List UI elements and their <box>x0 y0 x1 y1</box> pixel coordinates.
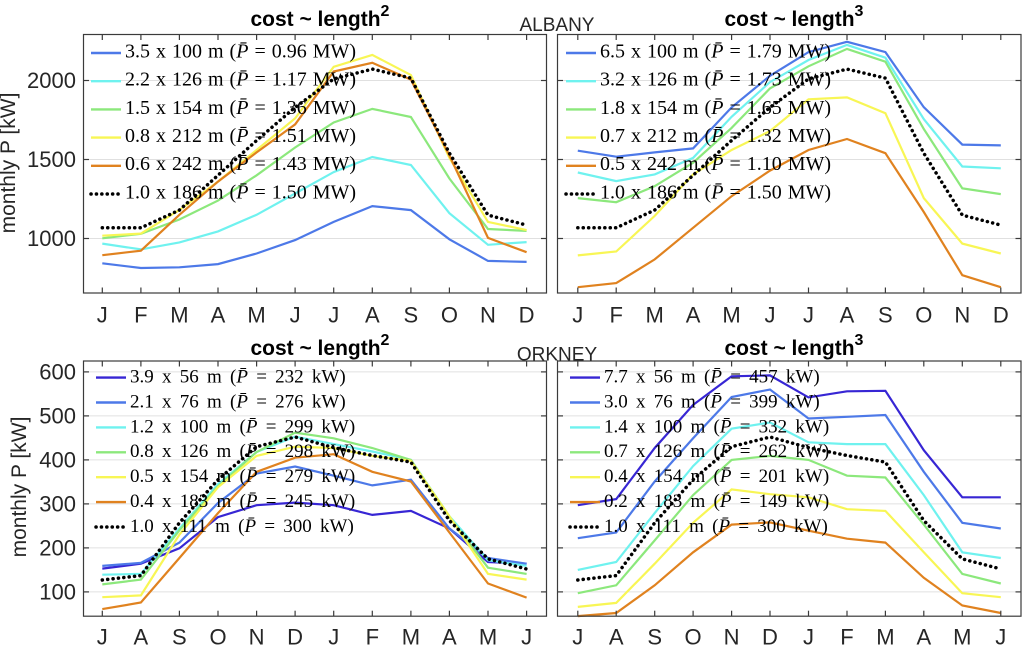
svg-text:J: J <box>328 303 339 328</box>
svg-text:monthly P [kW]: monthly P [kW] <box>8 417 31 558</box>
svg-text:M: M <box>247 303 265 328</box>
svg-text:cost ~ length: cost ~ length <box>724 337 854 360</box>
svg-text:A: A <box>916 625 931 650</box>
svg-text:J: J <box>803 303 814 328</box>
svg-text:0.6 x 242 m (P̄ = 1.43 MW): 0.6 x 242 m (P̄ = 1.43 MW) <box>125 153 356 175</box>
svg-text:A: A <box>686 303 701 328</box>
svg-text:1.5 x 154 m (P̄ = 1.36 MW): 1.5 x 154 m (P̄ = 1.36 MW) <box>125 97 356 119</box>
svg-text:S: S <box>404 303 419 328</box>
svg-text:3.5 x 100 m (P̄ = 0.96 MW): 3.5 x 100 m (P̄ = 0.96 MW) <box>125 40 356 62</box>
svg-text:0.8 x 212 m (P̄ = 1.51 MW): 0.8 x 212 m (P̄ = 1.51 MW) <box>125 125 356 147</box>
svg-text:O: O <box>915 303 932 328</box>
svg-text:D: D <box>519 303 535 328</box>
svg-text:1.4 x 100 m (P̄ = 332 kW): 1.4 x 100 m (P̄ = 332 kW) <box>604 416 829 437</box>
svg-text:A: A <box>609 625 624 650</box>
svg-text:0.8 x 126 m (P̄ = 298 kW): 0.8 x 126 m (P̄ = 298 kW) <box>130 441 355 462</box>
svg-text:2.2 x 126 m (P̄ = 1.17 MW): 2.2 x 126 m (P̄ = 1.17 MW) <box>125 69 356 91</box>
svg-text:O: O <box>441 303 458 328</box>
svg-text:A: A <box>840 303 855 328</box>
svg-text:M: M <box>722 303 740 328</box>
svg-text:F: F <box>134 303 147 328</box>
svg-text:ALBANY: ALBANY <box>520 15 595 36</box>
svg-text:S: S <box>647 625 662 650</box>
svg-text:100: 100 <box>39 579 76 604</box>
svg-text:M: M <box>402 625 420 650</box>
svg-text:0.7 x 126 m (P̄ = 262 kW): 0.7 x 126 m (P̄ = 262 kW) <box>604 441 829 462</box>
svg-text:0.5 x 242 m (P̄ = 1.10 MW): 0.5 x 242 m (P̄ = 1.10 MW) <box>600 153 831 175</box>
svg-text:M: M <box>876 625 894 650</box>
svg-text:3.2 x 126 m (P̄ = 1.73 MW): 3.2 x 126 m (P̄ = 1.73 MW) <box>600 69 831 91</box>
svg-text:400: 400 <box>39 447 76 472</box>
svg-text:7.7 x 56 m (P̄ = 457 kW): 7.7 x 56 m (P̄ = 457 kW) <box>604 367 820 388</box>
svg-text:0.4 x 154 m (P̄ = 201 kW): 0.4 x 154 m (P̄ = 201 kW) <box>604 466 829 487</box>
svg-text:3.9 x 56 m (P̄ = 232 kW): 3.9 x 56 m (P̄ = 232 kW) <box>130 367 346 388</box>
svg-text:O: O <box>685 625 702 650</box>
svg-text:O: O <box>209 625 226 650</box>
svg-text:200: 200 <box>39 535 76 560</box>
svg-text:M: M <box>170 303 188 328</box>
svg-text:2.1 x 76 m (P̄ = 276 kW): 2.1 x 76 m (P̄ = 276 kW) <box>130 391 346 412</box>
svg-text:3: 3 <box>855 3 864 20</box>
svg-text:1.2 x 100 m (P̄ = 299 kW): 1.2 x 100 m (P̄ = 299 kW) <box>130 416 355 437</box>
svg-text:ORKNEY: ORKNEY <box>517 345 598 366</box>
svg-text:1.0 x 111 m (P̄ = 300 kW): 1.0 x 111 m (P̄ = 300 kW) <box>604 516 828 537</box>
svg-text:3.0 x 76 m (P̄ = 399 kW): 3.0 x 76 m (P̄ = 399 kW) <box>604 391 820 412</box>
svg-text:J: J <box>572 303 583 328</box>
svg-text:J: J <box>995 625 1006 650</box>
svg-text:300: 300 <box>39 491 76 516</box>
svg-text:cost ~ length: cost ~ length <box>250 337 380 360</box>
svg-text:1.0 x 111 m (P̄ = 300 kW): 1.0 x 111 m (P̄ = 300 kW) <box>130 516 354 537</box>
svg-text:A: A <box>442 625 457 650</box>
svg-text:cost ~ length: cost ~ length <box>724 8 854 31</box>
svg-text:M: M <box>646 303 664 328</box>
svg-text:F: F <box>366 625 379 650</box>
svg-text:1000: 1000 <box>27 226 76 251</box>
svg-text:500: 500 <box>39 403 76 428</box>
svg-text:J: J <box>290 303 301 328</box>
svg-text:1500: 1500 <box>27 147 76 172</box>
svg-text:1.0 x 186 m (P̄ = 1.50 MW): 1.0 x 186 m (P̄ = 1.50 MW) <box>600 181 831 203</box>
svg-text:0.7 x 212 m (P̄ = 1.32 MW): 0.7 x 212 m (P̄ = 1.32 MW) <box>600 125 831 147</box>
svg-text:N: N <box>249 625 265 650</box>
svg-text:J: J <box>803 625 814 650</box>
svg-text:J: J <box>97 303 108 328</box>
svg-text:2: 2 <box>381 332 390 349</box>
svg-text:600: 600 <box>39 359 76 384</box>
svg-text:N: N <box>480 303 496 328</box>
svg-text:J: J <box>521 625 532 650</box>
svg-text:A: A <box>365 303 380 328</box>
svg-text:2000: 2000 <box>27 68 76 93</box>
svg-text:A: A <box>134 625 149 650</box>
svg-text:6.5 x 100 m (P̄ = 1.79 MW): 6.5 x 100 m (P̄ = 1.79 MW) <box>600 40 831 62</box>
svg-text:N: N <box>954 303 970 328</box>
svg-text:M: M <box>479 625 497 650</box>
svg-text:monthly P [kW]: monthly P [kW] <box>0 93 20 234</box>
svg-text:N: N <box>724 625 740 650</box>
svg-text:0.4 x 183 m (P̄ = 245 kW): 0.4 x 183 m (P̄ = 245 kW) <box>130 491 355 512</box>
svg-text:1.0 x 186 m (P̄ = 1.50 MW): 1.0 x 186 m (P̄ = 1.50 MW) <box>125 181 356 203</box>
svg-text:F: F <box>609 303 622 328</box>
svg-text:M: M <box>953 625 971 650</box>
svg-text:S: S <box>172 625 187 650</box>
svg-text:0.2 x 183 m (P̄ = 149 kW): 0.2 x 183 m (P̄ = 149 kW) <box>604 491 829 512</box>
svg-text:1.8 x 154 m (P̄ = 1.65 MW): 1.8 x 154 m (P̄ = 1.65 MW) <box>600 97 831 119</box>
svg-text:F: F <box>840 625 853 650</box>
svg-text:D: D <box>993 303 1009 328</box>
svg-text:J: J <box>765 303 776 328</box>
svg-text:cost ~ length: cost ~ length <box>250 8 380 31</box>
svg-text:D: D <box>287 625 303 650</box>
svg-text:J: J <box>572 625 583 650</box>
svg-text:0.5 x 154 m (P̄ = 279 kW): 0.5 x 154 m (P̄ = 279 kW) <box>130 466 355 487</box>
svg-text:A: A <box>211 303 226 328</box>
svg-text:S: S <box>878 303 893 328</box>
svg-text:J: J <box>97 625 108 650</box>
svg-text:3: 3 <box>855 332 864 349</box>
svg-text:2: 2 <box>381 3 390 20</box>
svg-text:D: D <box>762 625 778 650</box>
svg-text:J: J <box>328 625 339 650</box>
